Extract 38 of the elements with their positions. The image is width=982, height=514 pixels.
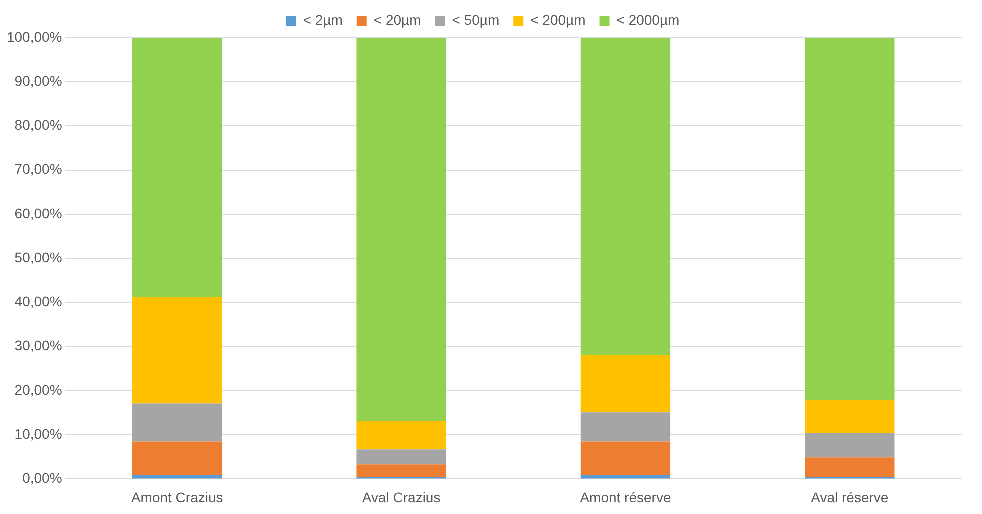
legend-label: < 2µm: [303, 12, 343, 28]
bar: [580, 442, 671, 476]
y-tick-label: 60,00%: [14, 205, 62, 222]
bar: [132, 442, 222, 476]
bar: [356, 450, 446, 465]
bar: [805, 433, 895, 458]
y-tick-label: 70,00%: [14, 161, 62, 178]
x-tick-label: Amont réserve: [580, 489, 672, 506]
y-tick-label: 10,00%: [14, 426, 62, 442]
bar: [805, 38, 895, 400]
legend-label: < 200µm: [530, 12, 586, 28]
bar: [132, 475, 222, 479]
y-tick-label: 50,00%: [14, 249, 62, 266]
y-tick-label: 0,00%: [22, 470, 62, 486]
bar: [580, 475, 671, 479]
bar: [356, 421, 446, 450]
y-tick-label: 30,00%: [14, 338, 62, 354]
y-tick-label: 20,00%: [14, 382, 62, 398]
x-tick-label: Amont Crazius: [131, 489, 224, 506]
legend-label: < 50µm: [452, 12, 500, 28]
legend-label: < 2000µm: [616, 12, 680, 28]
x-tick-label: Aval réserve: [811, 489, 889, 506]
bar: [580, 355, 671, 413]
bar: [805, 458, 895, 477]
y-tick-label: 100,00%: [6, 28, 62, 45]
legend-label: < 20µm: [374, 12, 422, 28]
bar: [805, 400, 895, 434]
x-tick-label: Aval Crazius: [362, 489, 441, 506]
bar: [132, 297, 222, 404]
y-tick-label: 90,00%: [14, 72, 62, 89]
y-tick-label: 40,00%: [14, 294, 62, 310]
bar: [580, 38, 671, 356]
bar: [132, 404, 222, 442]
bar: [580, 412, 671, 442]
y-tick-label: 80,00%: [14, 117, 62, 134]
bar: [356, 464, 446, 477]
bar: [356, 38, 446, 422]
bar: [132, 38, 222, 298]
